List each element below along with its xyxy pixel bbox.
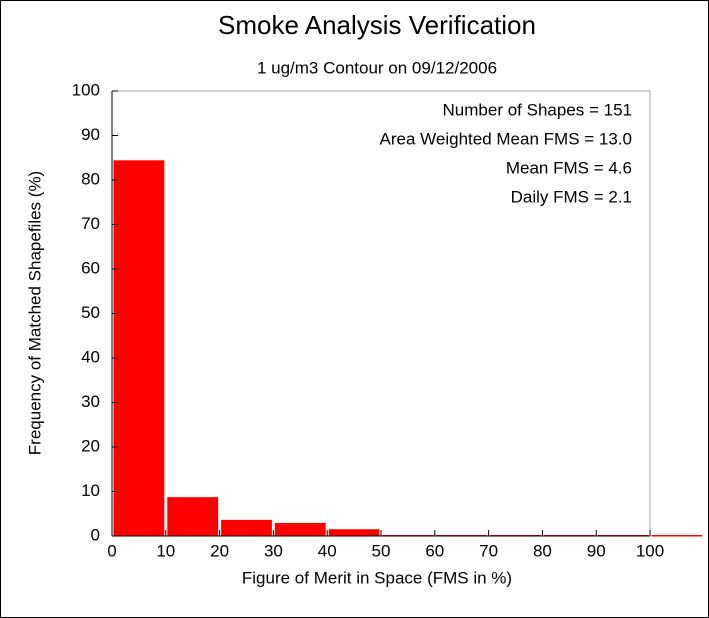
chart-title: Smoke Analysis Verification: [218, 10, 536, 40]
y-tick-label: 100: [72, 80, 100, 99]
x-tick-label: 90: [587, 541, 606, 560]
bar: [113, 160, 165, 537]
y-tick-label: 10: [81, 481, 100, 500]
annotation: Daily FMS = 2.1: [511, 187, 632, 206]
bar: [167, 497, 219, 537]
y-tick-label: 60: [81, 258, 100, 277]
x-tick-label: 0: [107, 541, 116, 560]
y-tick-label: 50: [81, 303, 100, 322]
y-tick-label: 90: [81, 125, 100, 144]
annotation: Area Weighted Mean FMS = 13.0: [380, 129, 632, 148]
y-tick-label: 80: [81, 169, 100, 188]
x-tick-label: 10: [156, 541, 175, 560]
x-tick-label: 50: [372, 541, 391, 560]
x-tick-label: 70: [479, 541, 498, 560]
y-tick-label: 0: [91, 525, 100, 544]
annotation: Number of Shapes = 151: [443, 100, 632, 119]
y-axis-label: Frequency of Matched Shapefiles (%): [25, 171, 44, 455]
x-tick-label: 40: [318, 541, 337, 560]
x-tick-label: 60: [425, 541, 444, 560]
x-tick-label: 30: [264, 541, 283, 560]
y-tick-label: 70: [81, 214, 100, 233]
x-axis-label: Figure of Merit in Space (FMS in %): [242, 568, 512, 587]
bar: [651, 535, 703, 537]
x-tick-label: 100: [636, 541, 664, 560]
y-tick-label: 20: [81, 436, 100, 455]
y-tick-label: 30: [81, 392, 100, 411]
bar: [221, 519, 272, 537]
chart-subtitle: 1 ug/m3 Contour on 09/12/2006: [257, 58, 497, 77]
x-tick-label: 80: [533, 541, 552, 560]
x-tick-label: 20: [210, 541, 229, 560]
bar: [328, 529, 380, 537]
annotation: Mean FMS = 4.6: [506, 158, 632, 177]
y-tick-label: 40: [81, 347, 100, 366]
bar: [274, 522, 326, 537]
